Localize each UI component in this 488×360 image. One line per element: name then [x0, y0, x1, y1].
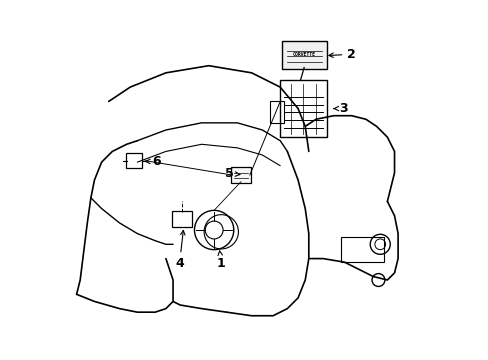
Text: 6: 6 [145, 155, 161, 168]
FancyBboxPatch shape [282, 41, 326, 69]
Text: 2: 2 [328, 48, 355, 61]
FancyBboxPatch shape [231, 167, 250, 183]
Text: 3: 3 [333, 102, 347, 115]
Text: 5: 5 [224, 167, 240, 180]
Text: 1: 1 [217, 251, 225, 270]
Text: CORVETTE: CORVETTE [292, 53, 315, 58]
Text: 4: 4 [175, 230, 184, 270]
